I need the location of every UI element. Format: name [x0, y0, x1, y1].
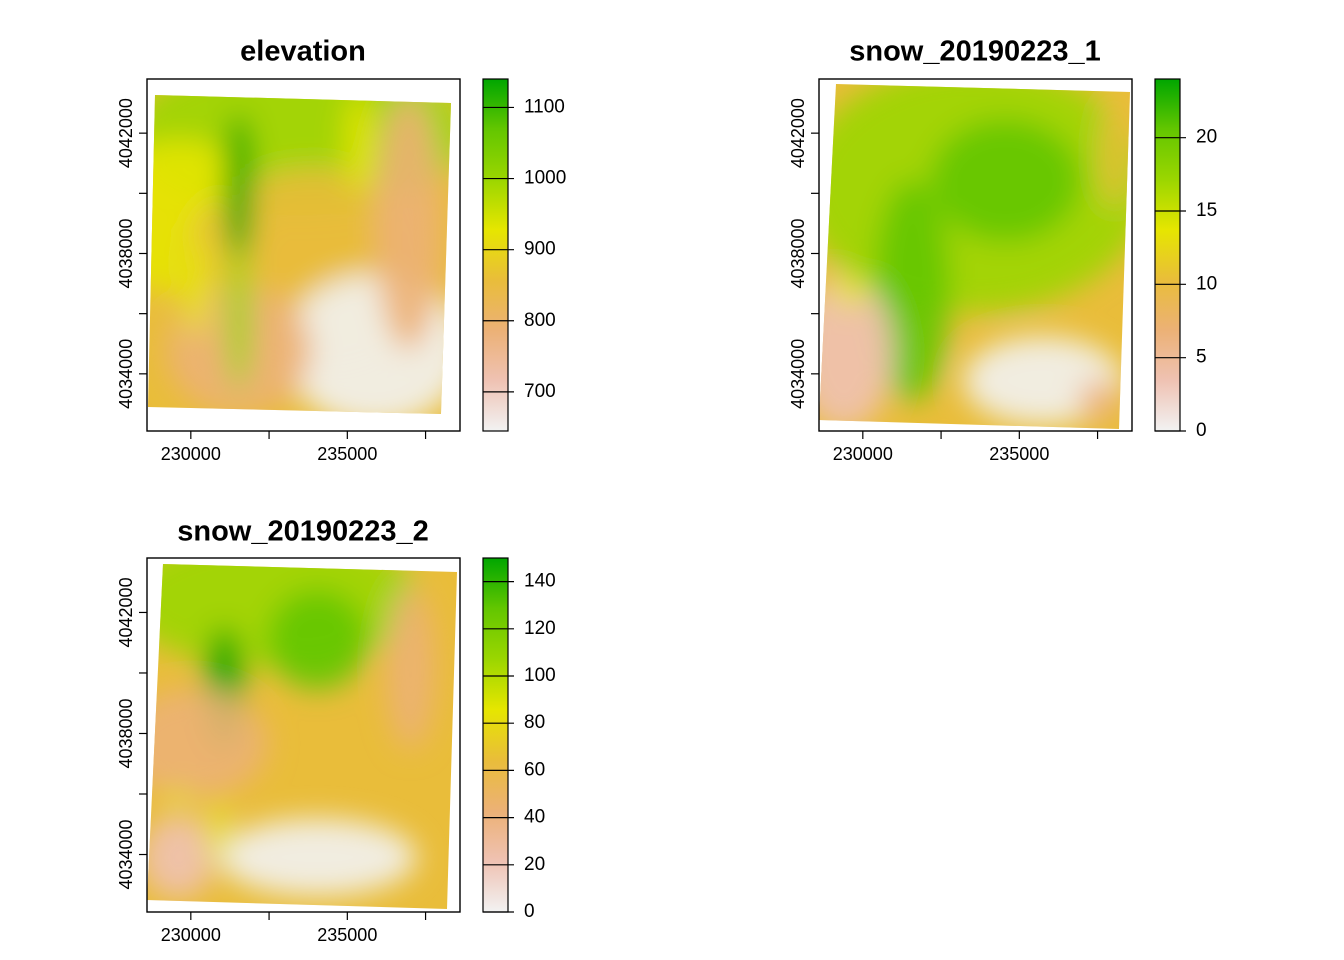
raster-cell: [218, 818, 417, 896]
legend-tick-label: 80: [524, 712, 545, 733]
raster-cell: [147, 815, 216, 899]
panel-1: elevation 230000 235000 4034000 4038000 40420…: [116, 36, 566, 464]
legend-tick-label: 0: [524, 901, 535, 922]
raster-layer: [147, 564, 457, 909]
legend-tick-label: 100: [524, 665, 556, 686]
legend-tick-label: 800: [524, 310, 556, 331]
x-tick-label: 235000: [989, 444, 1049, 464]
y-tick-label: 4038000: [788, 218, 808, 288]
legend-colorbar: [482, 78, 509, 432]
legend-tick-label: 20: [524, 854, 545, 875]
x-tick-label: 230000: [161, 444, 221, 464]
raster-cell: [374, 95, 443, 351]
y-tick-label: 4042000: [116, 577, 136, 647]
raster-cell: [874, 180, 950, 402]
panel-2: snow_20190223_1 230000 235000 4034000 403800…: [788, 36, 1217, 464]
panel-title: snow_20190223_2: [177, 516, 429, 548]
legend-tick-label: 120: [524, 618, 556, 639]
legend-tick-label: 60: [524, 759, 545, 780]
legend-tick-label: 20: [1196, 127, 1217, 148]
legend-tick-label: 700: [524, 381, 556, 402]
y-tick-label: 4042000: [116, 98, 136, 168]
legend-tick-label: 1000: [524, 168, 566, 189]
raster-cell: [184, 235, 209, 338]
raster-cells: [147, 564, 436, 899]
raster-layer: [819, 84, 1130, 429]
x-tick-label: 230000: [833, 444, 893, 464]
legend-tick-label: 900: [524, 239, 556, 260]
raster-cells: [148, 95, 451, 414]
legend-tick-label: 140: [524, 571, 556, 592]
raster-cell: [168, 787, 188, 810]
raster-cell: [819, 275, 894, 429]
x-tick-label: 235000: [317, 444, 377, 464]
panel-3: snow_20190223_2 230000 235000 4034000 403800…: [116, 516, 556, 945]
x-tick-label: 230000: [161, 925, 221, 945]
plot-frame: [146, 78, 461, 432]
legend-tick-label: 5: [1196, 347, 1207, 368]
raster-cell: [345, 95, 375, 194]
raster-cell: [835, 274, 866, 308]
legend-tick-label: 1100: [524, 96, 565, 117]
y-tick-label: 4034000: [788, 339, 808, 409]
raster-cell: [226, 246, 252, 390]
y-tick-label: 4038000: [116, 218, 136, 288]
legend-tick-label: 40: [524, 807, 545, 828]
raster-layer: [148, 95, 451, 414]
raster-cell: [147, 688, 268, 799]
raster-cell: [930, 119, 1081, 242]
panel-title: snow_20190223_1: [849, 36, 1101, 68]
raster-cell: [1099, 97, 1130, 209]
y-tick-label: 4034000: [116, 339, 136, 409]
panel-title: elevation: [240, 36, 366, 68]
legend-tick-label: 15: [1196, 200, 1217, 221]
plot-frame: [146, 557, 461, 913]
legend-tick-label: 10: [1196, 273, 1217, 294]
legend-colorbar: [482, 557, 509, 913]
raster-cells: [819, 84, 1130, 429]
x-tick-label: 235000: [317, 925, 377, 945]
raster-cell: [385, 584, 436, 751]
y-tick-label: 4034000: [116, 819, 136, 889]
plot-frame: [818, 78, 1133, 432]
raster-cell: [267, 590, 368, 690]
y-tick-label: 4038000: [116, 698, 136, 768]
y-tick-label: 4042000: [788, 98, 808, 168]
legend-tick-label: 0: [1196, 420, 1207, 441]
raster-cell: [1078, 379, 1119, 424]
legend-colorbar: [1154, 78, 1181, 432]
raster-cell: [224, 114, 254, 268]
raster-cell: [208, 799, 229, 867]
